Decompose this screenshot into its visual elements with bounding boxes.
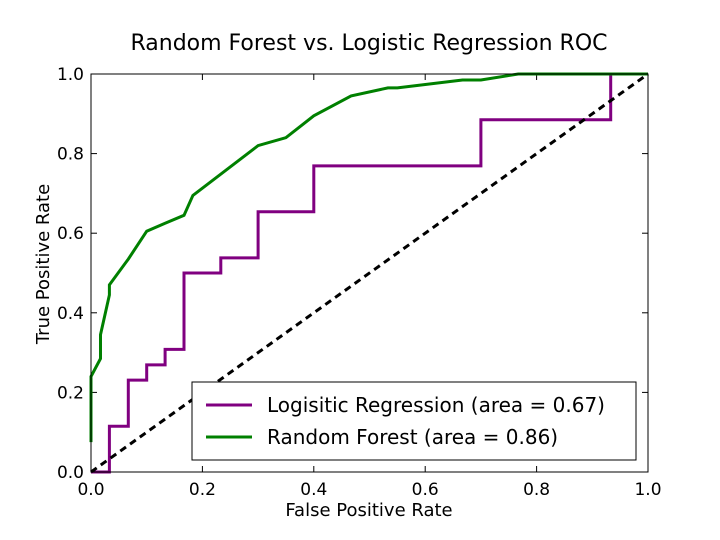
logistic-regression-roc-line bbox=[91, 72, 648, 474]
y-tick-label: 0.2 bbox=[57, 383, 84, 403]
y-tick-label: 0.8 bbox=[57, 145, 84, 165]
y-tick-label: 0.4 bbox=[57, 304, 84, 324]
x-axis-label: False Positive Rate bbox=[285, 500, 452, 521]
legend: Logisitic Regression (area = 0.67) Rando… bbox=[191, 381, 637, 461]
y-tick-label: 0.6 bbox=[57, 224, 84, 244]
chart-title: Random Forest vs. Logistic Regression RO… bbox=[130, 31, 607, 56]
x-tick-label: 0.8 bbox=[523, 480, 550, 500]
x-tick-label: 0.2 bbox=[189, 480, 216, 500]
plot-frame bbox=[90, 73, 649, 473]
random-forest-roc-line bbox=[89, 72, 648, 443]
y-tick-label: 0.0 bbox=[57, 463, 84, 483]
legend-label-logistic: Logisitic Regression (area = 0.67) bbox=[267, 393, 605, 417]
chance-diagonal-line bbox=[90, 72, 649, 474]
x-tick-label: 1.0 bbox=[634, 480, 661, 500]
x-tick-label: 0.0 bbox=[77, 480, 104, 500]
y-tick-label: 1.0 bbox=[57, 65, 84, 85]
legend-label-random-forest: Random Forest (area = 0.86) bbox=[267, 425, 558, 449]
series-layer bbox=[89, 72, 649, 474]
legend-box bbox=[191, 381, 637, 461]
y-axis-label: True Positive Rate bbox=[33, 184, 54, 345]
y-axis-ticks: 0.0 0.2 0.4 0.6 0.8 1.0 bbox=[57, 65, 648, 483]
x-tick-label: 0.6 bbox=[412, 480, 439, 500]
x-tick-label: 0.4 bbox=[300, 480, 327, 500]
